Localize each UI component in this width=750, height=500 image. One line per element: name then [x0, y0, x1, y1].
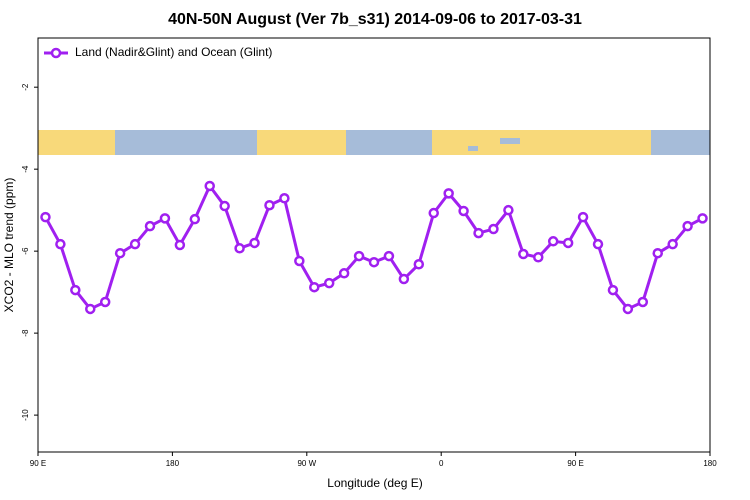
data-point — [533, 252, 544, 263]
data-point — [518, 248, 529, 260]
data-point — [607, 284, 619, 296]
data-point — [682, 220, 693, 232]
data-point — [562, 237, 574, 249]
data-point — [697, 213, 708, 224]
data-point — [174, 239, 186, 251]
data-line — [44, 184, 704, 311]
data-point — [652, 247, 663, 259]
data-point — [294, 255, 305, 267]
x-tick-label: 90 E — [567, 459, 583, 468]
x-tick-label: 180 — [703, 459, 717, 468]
data-point — [129, 238, 141, 250]
data-point — [309, 281, 320, 293]
data-point — [85, 303, 96, 315]
data-point — [323, 277, 335, 289]
data-point — [383, 250, 395, 262]
y-tick-label: -2 — [21, 83, 30, 91]
x-tick-label: 90 W — [297, 459, 316, 468]
x-tick-label: 180 — [166, 459, 180, 468]
map-strip — [38, 130, 710, 155]
data-point — [592, 238, 604, 250]
data-point — [547, 236, 559, 247]
x-tick-label: 90 E — [30, 459, 46, 468]
data-point — [159, 213, 171, 224]
data-point — [338, 268, 350, 279]
data-point — [353, 250, 365, 262]
y-tick-label: -10 — [21, 409, 30, 421]
data-point — [458, 205, 469, 217]
data-point — [622, 303, 634, 315]
data-point — [368, 256, 380, 268]
data-point — [428, 207, 439, 219]
data-point — [70, 284, 81, 296]
data-point — [398, 273, 410, 285]
data-point — [279, 193, 290, 204]
data-point — [503, 204, 514, 216]
chart-title: 40N-50N August (Ver 7b_s31) 2014-09-06 t… — [168, 11, 582, 28]
y-tick-label: -8 — [21, 329, 30, 337]
data-point — [234, 243, 245, 254]
data-point — [413, 259, 425, 270]
data-point — [443, 188, 454, 199]
data-point — [114, 247, 126, 259]
y-tick-label: -6 — [21, 247, 30, 255]
data-point — [488, 223, 499, 235]
data-point — [40, 211, 51, 223]
x-axis-label: Longitude (deg E) — [327, 476, 422, 490]
legend-marker — [50, 47, 62, 59]
data-point — [219, 200, 230, 212]
data-point — [189, 213, 201, 225]
data-point — [473, 227, 484, 239]
y-tick-label: -4 — [21, 165, 30, 173]
data-point — [55, 238, 66, 250]
data-point — [249, 237, 260, 249]
data-point — [667, 238, 678, 250]
data-point — [204, 180, 215, 192]
plot-frame — [37, 37, 711, 453]
x-tick-label: 0 — [439, 459, 444, 468]
y-axis-label: XCO2 - MLO trend (ppm) — [2, 178, 16, 313]
legend-label: Land (Nadir&Glint) and Ocean (Glint) — [75, 45, 272, 59]
data-point — [144, 220, 156, 232]
data-point — [637, 296, 649, 308]
data-point — [577, 211, 589, 223]
data-point — [99, 296, 111, 308]
data-point — [264, 199, 275, 211]
